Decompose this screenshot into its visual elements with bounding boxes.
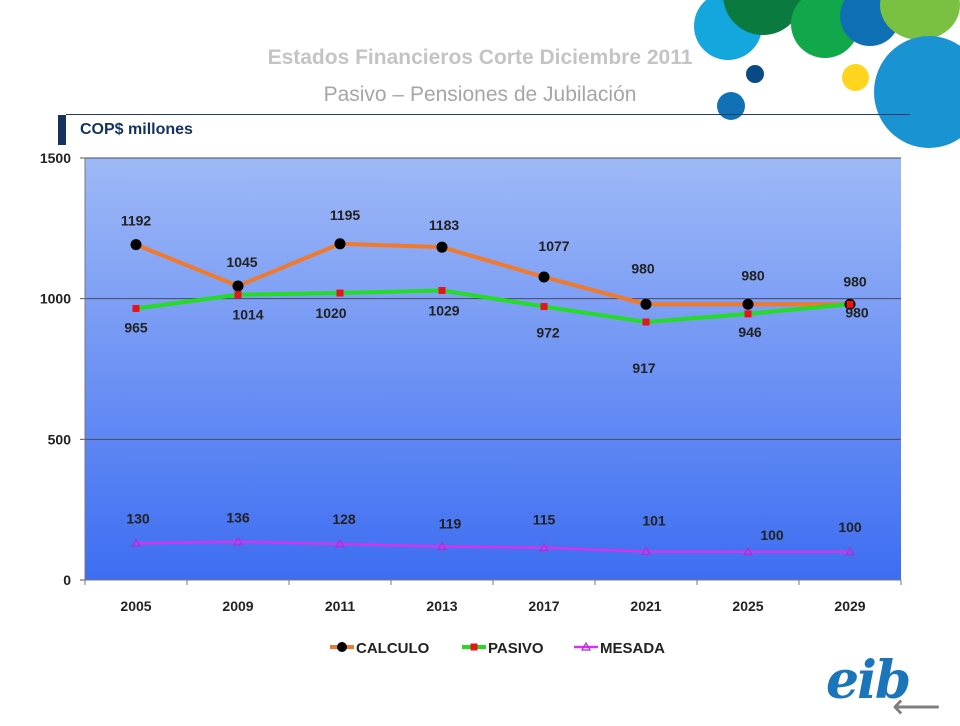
x-tick-label: 2009	[222, 598, 253, 614]
data-label-calculo: 1183	[429, 217, 460, 233]
decor-circle-6	[874, 36, 960, 148]
point-pasivo	[336, 289, 344, 297]
point-calculo	[130, 239, 142, 251]
legend-marker-mesada	[580, 641, 592, 651]
decor-circle-7	[746, 65, 764, 83]
page-title: Estados Financieros Corte Diciembre 2011	[267, 46, 693, 69]
point-pasivo	[234, 291, 242, 299]
data-label-mesada: 119	[439, 516, 462, 532]
plot-area	[85, 158, 901, 580]
point-calculo	[640, 298, 652, 310]
x-tick-label: 2025	[732, 598, 763, 614]
data-label-calculo: 1045	[226, 254, 257, 270]
data-label-pasivo: 1014	[232, 307, 263, 323]
series-line-calculo	[135, 241, 850, 307]
point-calculo	[538, 271, 550, 283]
point-mesada	[334, 538, 346, 548]
x-tick-label: 2021	[630, 598, 661, 614]
data-label-calculo: 980	[631, 260, 655, 276]
data-label-mesada: 100	[760, 527, 784, 543]
decor-circle-8	[842, 64, 869, 91]
x-tick-label: 2011	[325, 598, 356, 614]
y-tick-label: 500	[48, 431, 72, 447]
legend-marker-pasivo	[470, 643, 478, 651]
page-subtitle: Pasivo – Pensiones de Jubilación	[323, 83, 637, 106]
point-pasivo	[642, 318, 650, 326]
unit-label: COP$ millones	[80, 121, 193, 138]
data-label-pasivo: 980	[845, 304, 869, 320]
data-label-mesada: 101	[642, 513, 666, 529]
arrow-left-icon[interactable]: ⟵	[892, 688, 941, 726]
point-mesada	[742, 546, 754, 556]
point-pasivo	[744, 310, 752, 318]
data-label-pasivo: 917	[632, 360, 656, 376]
data-label-mesada: 130	[126, 510, 150, 526]
point-mesada	[130, 538, 142, 548]
legend-label-calculo: CALCULO	[356, 640, 430, 657]
point-pasivo	[540, 303, 548, 311]
x-tick-label: 2013	[426, 598, 457, 614]
point-calculo	[742, 298, 754, 310]
company-logo: eib	[826, 650, 911, 711]
y-tick-label: 1000	[40, 291, 71, 307]
data-label-mesada: 128	[332, 511, 356, 527]
decor-circle-9	[717, 92, 745, 120]
point-mesada	[538, 542, 550, 552]
series-line-pasivo	[135, 288, 851, 325]
x-tick-label: 2017	[528, 598, 559, 614]
y-tick-label: 0	[63, 572, 71, 588]
point-calculo	[436, 241, 448, 253]
point-calculo	[232, 280, 244, 292]
data-label-calculo: 980	[741, 267, 765, 283]
unit-accent-bar	[58, 115, 66, 145]
point-pasivo	[132, 305, 140, 313]
point-mesada	[844, 546, 856, 556]
point-calculo	[334, 238, 346, 250]
point-mesada	[640, 546, 652, 556]
data-label-pasivo: 946	[738, 324, 762, 340]
data-label-mesada: 136	[226, 510, 250, 526]
series-line-mesada	[135, 540, 850, 554]
legend-marker-calculo	[337, 642, 347, 652]
y-tick-label: 1500	[40, 150, 71, 166]
data-label-pasivo: 972	[536, 325, 560, 341]
point-mesada	[436, 541, 448, 551]
data-label-calculo: 1077	[538, 238, 569, 254]
header-divider	[66, 114, 910, 115]
point-mesada	[232, 536, 244, 546]
data-label-pasivo: 965	[124, 320, 148, 336]
data-label-mesada: 100	[838, 519, 862, 535]
x-tick-label: 2005	[120, 598, 151, 614]
data-label-calculo: 1192	[121, 213, 152, 229]
point-pasivo	[846, 300, 854, 308]
data-label-pasivo: 1029	[428, 303, 459, 319]
point-pasivo	[438, 287, 446, 295]
legend-label-mesada: MESADA	[600, 640, 665, 657]
data-label-mesada: 115	[533, 512, 556, 528]
data-label-calculo: 1195	[330, 207, 361, 223]
legend-label-pasivo: PASIVO	[488, 640, 544, 657]
x-tick-label: 2029	[834, 598, 865, 614]
data-label-calculo: 980	[843, 273, 867, 289]
data-label-pasivo: 1020	[315, 305, 346, 321]
